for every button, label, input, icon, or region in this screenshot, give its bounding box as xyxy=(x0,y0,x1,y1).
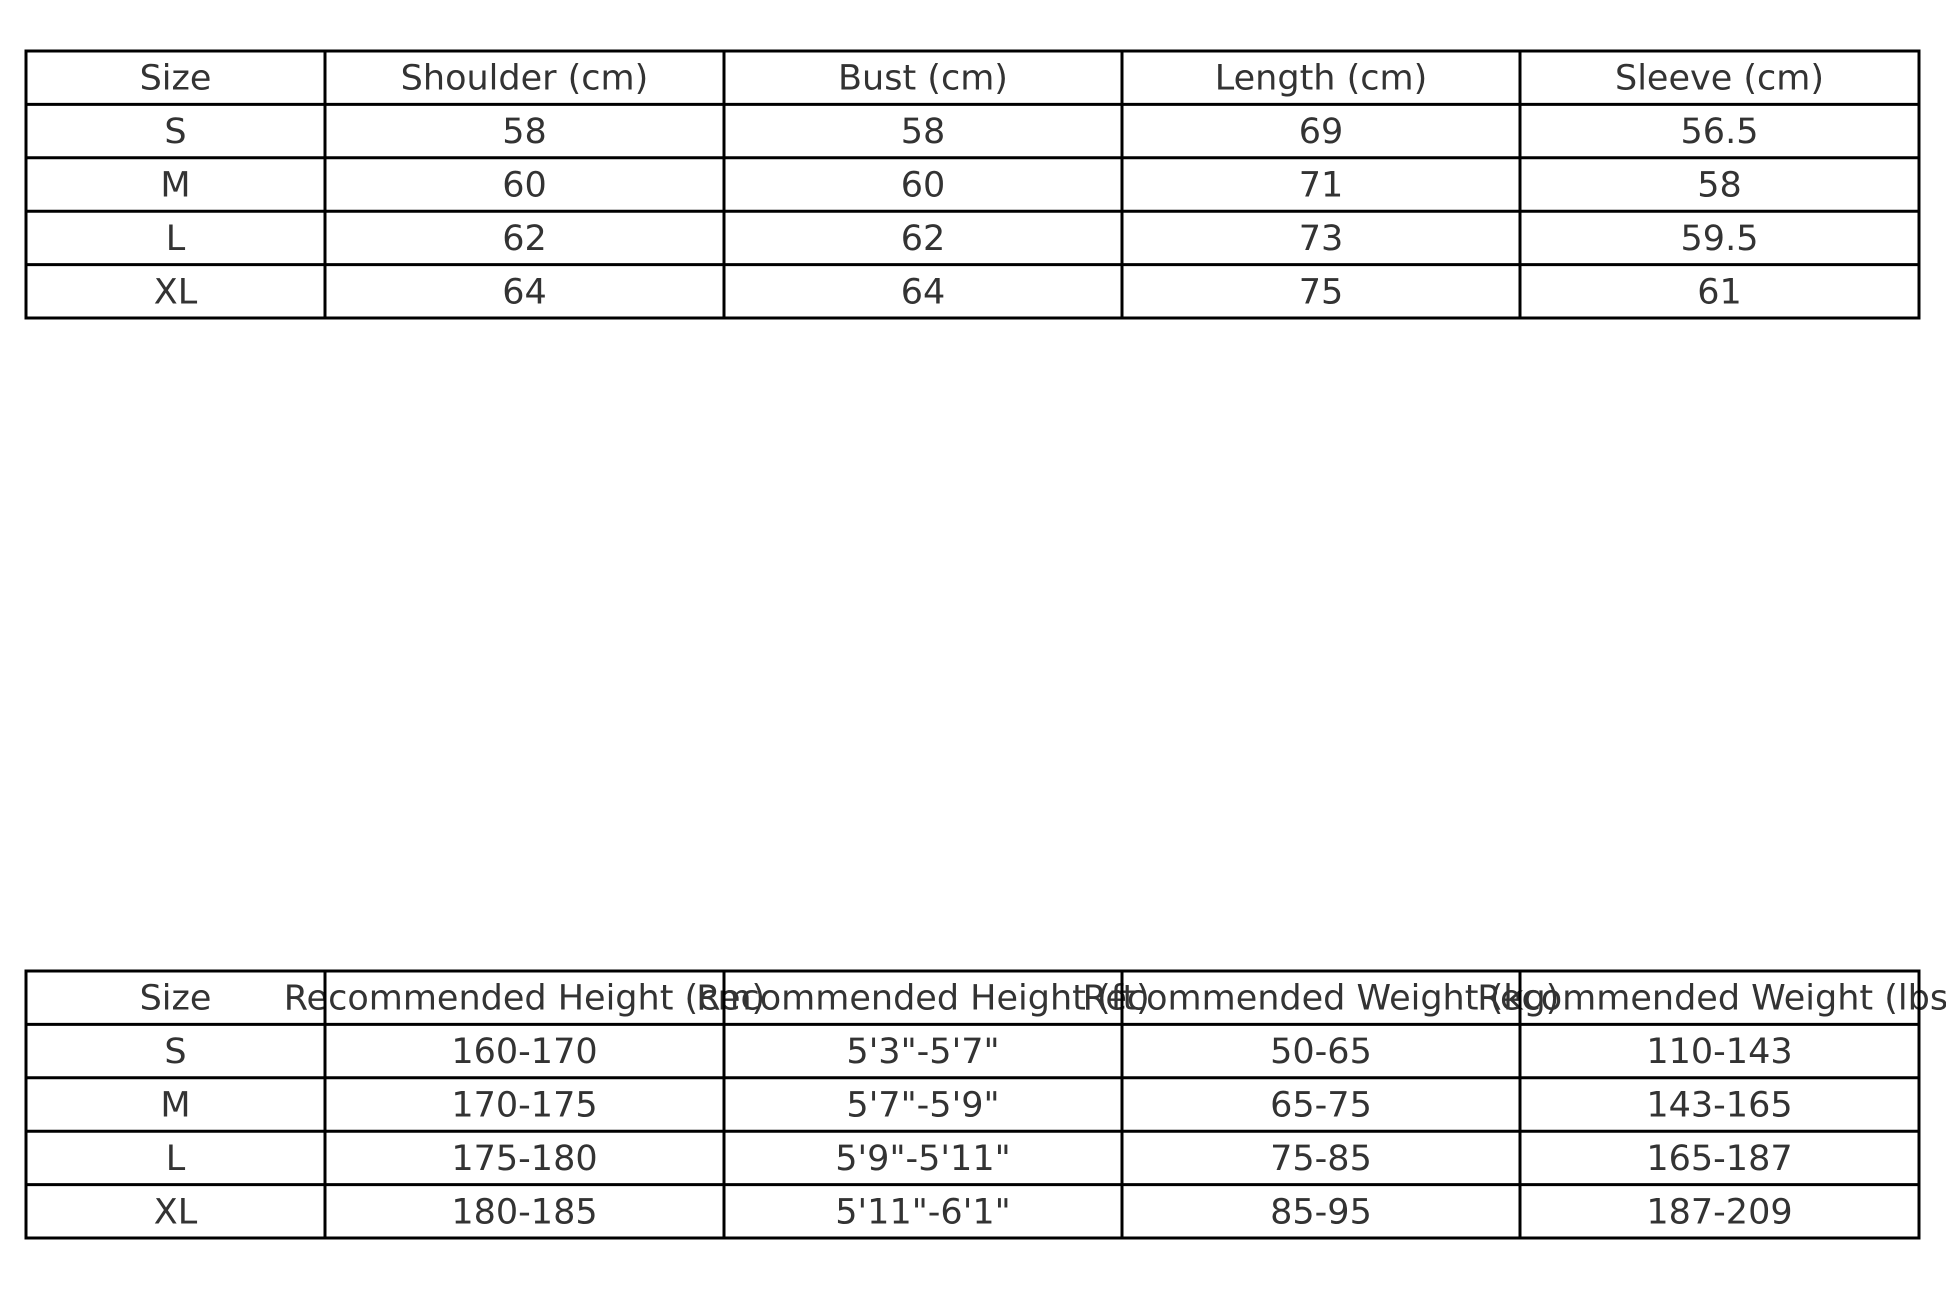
table-cell: 180-185 xyxy=(451,1192,597,1232)
table-cell: 5'11"-6'1" xyxy=(835,1192,1010,1232)
table-cell: 61 xyxy=(1697,272,1742,312)
header-cell: Size xyxy=(140,59,212,99)
table-cell: 175-180 xyxy=(451,1139,597,1179)
table-cell: 5'3"-5'7" xyxy=(846,1032,999,1072)
table-cell: 170-175 xyxy=(451,1086,597,1126)
table-cell: 59.5 xyxy=(1681,219,1759,259)
table-cell: 75 xyxy=(1299,272,1344,312)
table-cell: 71 xyxy=(1299,166,1344,206)
table-cell: 65-75 xyxy=(1270,1086,1372,1126)
table-cell: 143-165 xyxy=(1646,1086,1792,1126)
header-cell: Recommended Weight (kg) xyxy=(1083,979,1560,1019)
table-cell: S xyxy=(164,112,186,152)
table-cell: 85-95 xyxy=(1270,1192,1372,1232)
table-cell: L xyxy=(166,219,186,259)
table-cell: 110-143 xyxy=(1646,1032,1792,1072)
header-cell: Recommended Weight (lbs) xyxy=(1477,979,1946,1019)
table-cell: 58 xyxy=(502,112,547,152)
table-cell: 187-209 xyxy=(1646,1192,1792,1232)
table-cell: 60 xyxy=(502,166,547,206)
table-cell: 64 xyxy=(901,272,946,312)
header-cell: Recommended Height (cm) xyxy=(284,979,765,1019)
table-cell: 58 xyxy=(901,112,946,152)
table-cell: M xyxy=(160,1086,190,1126)
header-cell: Sleeve (cm) xyxy=(1615,59,1824,99)
table-cell: 5'7"-5'9" xyxy=(846,1086,999,1126)
header-cell: Recommended Height (ft) xyxy=(696,979,1150,1019)
table-cell: 165-187 xyxy=(1646,1139,1792,1179)
table-cell: 62 xyxy=(502,219,547,259)
table-cell: 62 xyxy=(901,219,946,259)
table-cell: 75-85 xyxy=(1270,1139,1372,1179)
table-cell: XL xyxy=(154,1192,198,1232)
table-cell: L xyxy=(166,1139,186,1179)
table-cell: 73 xyxy=(1299,219,1344,259)
header-cell: Length (cm) xyxy=(1215,59,1428,99)
header-cell: Shoulder (cm) xyxy=(401,59,649,99)
header-cell: Size xyxy=(140,979,212,1019)
table-cell: 50-65 xyxy=(1270,1032,1372,1072)
table-cell: 56.5 xyxy=(1681,112,1759,152)
table-cell: XL xyxy=(154,272,198,312)
header-cell: Bust (cm) xyxy=(838,59,1008,99)
table-cell: S xyxy=(164,1032,186,1072)
table-cell: 5'9"-5'11" xyxy=(835,1139,1010,1179)
table-cell: 160-170 xyxy=(451,1032,597,1072)
table-cell: 60 xyxy=(901,166,946,206)
table-cell: 69 xyxy=(1299,112,1344,152)
table-cell: 58 xyxy=(1697,166,1742,206)
table-cell: 64 xyxy=(502,272,547,312)
table-cell: M xyxy=(160,166,190,206)
